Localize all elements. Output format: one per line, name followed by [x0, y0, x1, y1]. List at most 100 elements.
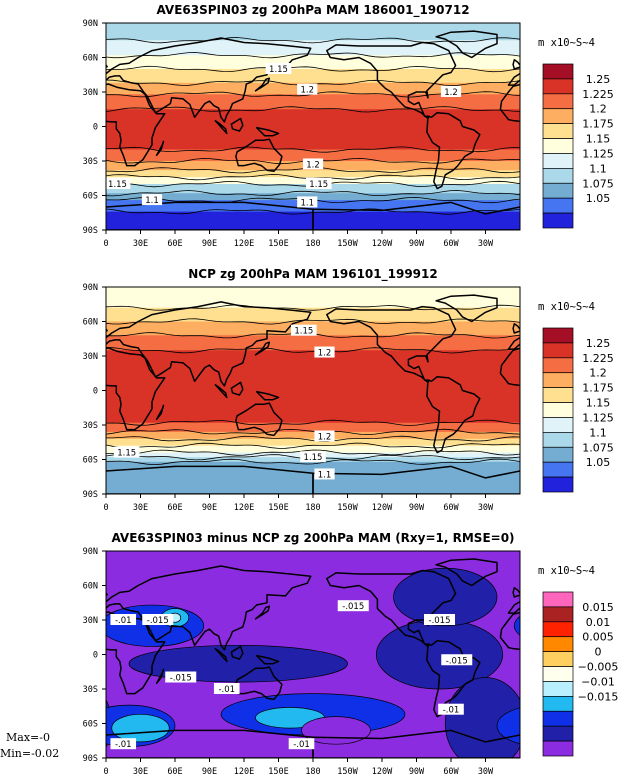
colorbar-swatch — [542, 621, 574, 638]
colorbar-swatch — [542, 636, 574, 652]
coastline-7 — [214, 648, 228, 663]
colorbar-level-label: 1.125 — [582, 411, 614, 424]
contour-label-bg — [438, 703, 464, 715]
panel-3-difference: AVE63SPIN03 minus NCP zg 200hPa MAM (Rxy… — [0, 531, 619, 777]
y-tick-label: 90S — [83, 490, 98, 500]
x-tick-label: 60E — [167, 767, 182, 777]
contour-line — [106, 65, 520, 73]
contour-label-bg — [213, 683, 240, 694]
contour-label: -.015 — [342, 602, 364, 612]
x-tick-label: 90W — [409, 503, 425, 513]
contour-label-bg — [337, 600, 369, 612]
contour-line — [106, 449, 520, 456]
colorbar-level-label: 1.2 — [589, 367, 607, 380]
contour-label: 1.15 — [304, 453, 323, 463]
colorbar-level-label: 1.2 — [589, 103, 607, 116]
contour-label: -.01 — [115, 740, 132, 750]
x-tick-label: 150W — [337, 239, 358, 249]
coastline-5 — [22, 559, 83, 586]
colorbar-swatch — [542, 740, 574, 757]
colorbar-swatch — [542, 357, 574, 374]
coastline-3 — [326, 569, 457, 648]
y-tick-label: 60S — [83, 720, 98, 730]
colorbar-level-label: 1.125 — [582, 147, 614, 160]
y-tick-label: 30N — [83, 88, 98, 98]
colorbar-swatch — [542, 651, 574, 667]
y-tick-label: 30N — [83, 352, 98, 362]
x-tick-label: 120W — [372, 767, 393, 777]
coastline-5 — [435, 294, 498, 323]
contour-label: 1.2 — [306, 160, 320, 170]
contour-label-bg — [110, 738, 137, 750]
colorbar-swatch — [542, 591, 574, 608]
colorbar-swatch — [542, 138, 574, 154]
y-tick-label: 30S — [83, 157, 98, 167]
coastline-11 — [155, 140, 165, 157]
contour-label: -.015 — [170, 674, 192, 684]
coastline-9 — [255, 126, 280, 137]
contour-line — [106, 146, 520, 153]
min-value-label: Min=-0.02 — [0, 747, 59, 760]
x-tick-label: 60W — [443, 767, 459, 777]
y-tick-label: 0 — [93, 387, 98, 397]
colorbar-level-label: 1.225 — [582, 88, 614, 101]
contour-label-bg — [302, 158, 324, 170]
coastline-3 — [326, 305, 457, 384]
contour-band — [106, 69, 520, 84]
x-tick-label: 180 — [305, 239, 320, 249]
colorbar-swatch — [542, 446, 574, 463]
x-tick-label: 150W — [337, 767, 358, 777]
contour-line — [106, 347, 520, 354]
y-tick-label: 60N — [83, 318, 98, 328]
x-tick-label: 30E — [133, 239, 148, 249]
x-tick-label: 120W — [372, 503, 393, 513]
x-tick-label: 180 — [305, 767, 320, 777]
coastline-11 — [155, 404, 165, 421]
coastline-3 — [326, 41, 457, 120]
contour-line — [106, 428, 520, 436]
colorbar-swatch — [542, 696, 574, 712]
panel-1-ave63spin03: AVE63SPIN03 zg 200hPa MAM 186001_190712 … — [13, 3, 614, 249]
colorbar-swatch — [542, 387, 574, 403]
anomaly-region — [513, 615, 520, 636]
contour-label-bg — [291, 324, 317, 336]
x-tick-label: 120E — [234, 239, 254, 249]
colorbar-swatch — [542, 168, 574, 184]
contour-label: 1.2 — [318, 433, 332, 443]
colorbar-level-label: 1.05 — [586, 456, 611, 469]
x-tick-label: 150E — [268, 503, 288, 513]
colorbar-level-label: 0.015 — [582, 601, 614, 614]
contour-label-bg — [441, 654, 473, 666]
x-tick-label: 0 — [103, 767, 108, 777]
colorbar-swatch — [542, 710, 574, 727]
colorbar-swatch — [542, 681, 574, 697]
anomaly-region — [0, 568, 83, 626]
x-tick-label: 180 — [305, 503, 320, 513]
contour-label: -.015 — [429, 616, 451, 626]
colorbar-level-label: −0.015 — [578, 690, 619, 703]
contour-line — [106, 52, 520, 59]
colorbar-swatch — [542, 417, 574, 433]
contour-label-bg — [165, 671, 197, 683]
contour-label: -.015 — [446, 656, 468, 666]
colorbar-swatch — [542, 63, 574, 80]
x-tick-label: 30W — [478, 239, 494, 249]
y-tick-label: 90N — [83, 19, 98, 29]
coastline-4 — [13, 113, 66, 189]
contour-label-bg — [300, 451, 326, 463]
colorbar-level-label: 1.1 — [589, 426, 607, 439]
coastline-7 — [214, 120, 228, 135]
colorbar-level-label: 1.15 — [586, 133, 611, 146]
coastline-5 — [435, 558, 498, 587]
coastline-12 — [106, 729, 314, 758]
contour-band — [106, 23, 520, 41]
coastline-6 — [254, 77, 271, 92]
y-tick-label: 30S — [83, 421, 98, 431]
coastline-5 — [22, 31, 83, 57]
colorbar-swatch — [542, 327, 574, 344]
y-tick-label: 60N — [83, 54, 98, 64]
contour-label: 1.1 — [145, 196, 159, 206]
anomaly-region — [0, 620, 89, 689]
contour-line — [106, 419, 520, 426]
